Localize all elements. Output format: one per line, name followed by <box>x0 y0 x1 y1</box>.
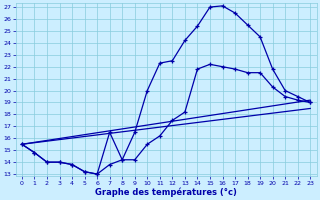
X-axis label: Graphe des températures (°c): Graphe des températures (°c) <box>95 187 237 197</box>
